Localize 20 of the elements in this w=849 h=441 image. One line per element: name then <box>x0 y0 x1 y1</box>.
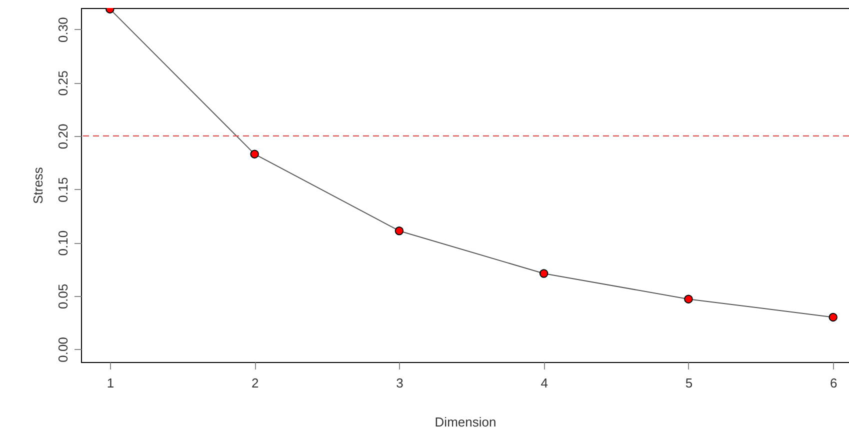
point <box>250 150 259 158</box>
point <box>828 312 838 322</box>
x-axis-title: Dimension <box>434 414 496 430</box>
x-tick-label: 6 <box>830 376 838 390</box>
y-tick-label: 0.05 <box>56 284 70 310</box>
y-tick-label: 0.20 <box>56 124 70 150</box>
y-tick-label: 0.25 <box>56 70 70 96</box>
y-tick-label: 0.10 <box>56 230 70 256</box>
y-tick-label: 0.15 <box>56 177 70 202</box>
point <box>394 226 404 236</box>
x-tick-label: 1 <box>106 376 114 390</box>
x-tick-label: 3 <box>396 376 404 390</box>
y-axis-title: Stress <box>30 166 46 204</box>
x-tick-label: 4 <box>540 376 548 390</box>
x-tick-label: 2 <box>251 376 259 390</box>
y-tick-label: 0.30 <box>56 17 70 42</box>
x-tick-label: 5 <box>685 376 693 390</box>
point <box>539 269 548 278</box>
y-tick-label: 0.00 <box>56 337 70 362</box>
point <box>684 294 693 304</box>
